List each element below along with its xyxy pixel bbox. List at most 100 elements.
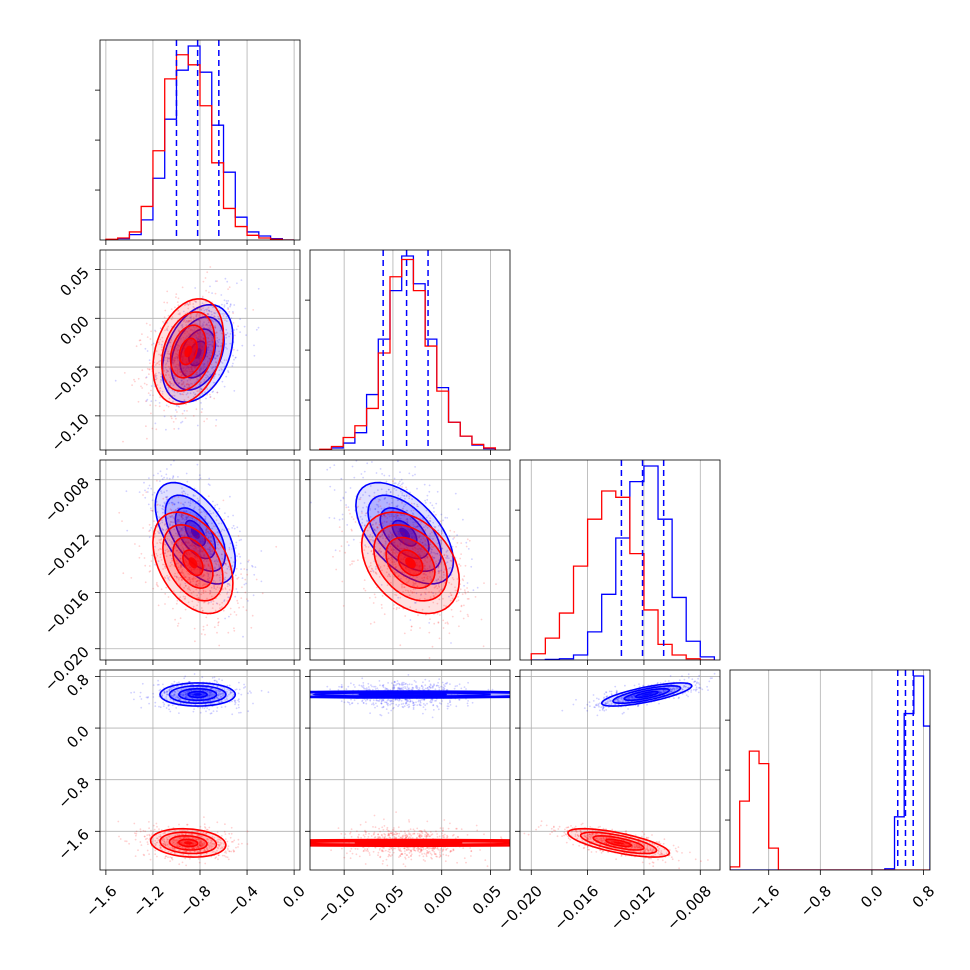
scatter-point [181,546,184,549]
scatter-point [171,563,173,566]
scatter-point [399,484,402,487]
scatter-point [403,514,406,517]
scatter-point [189,579,192,581]
grid-lines [343,250,491,450]
scatter-point [173,847,176,850]
scatter-point [158,343,161,345]
scatter-point [172,475,175,477]
scatter-point [212,306,214,309]
scatter-point [442,571,445,574]
scatter-point [435,513,437,516]
scatter-point [209,688,212,690]
scatter-point [196,539,199,542]
scatter-point [423,576,426,579]
scatter-point [440,513,443,516]
scatter-point [195,408,198,411]
scatter-point [413,582,416,585]
scatter-point [209,393,211,396]
scatter-point [202,590,205,592]
scatter-point [147,503,150,506]
scatter-point [217,622,220,624]
scatter-point [150,509,153,512]
scatter-point [349,445,351,447]
scatter-point [177,329,180,332]
scatter-point [161,505,164,508]
scatter-point [335,568,338,571]
scatter-point [175,409,177,411]
scatter-point [368,566,371,568]
scatter-point [217,693,220,696]
scatter-point [395,505,398,508]
scatter-point [166,574,169,577]
scatter-point [220,706,223,708]
scatter-point [171,704,174,707]
scatter-point [203,689,206,692]
scatter-point [222,499,225,502]
scatter-point [180,401,183,404]
scatter-point [143,481,145,484]
scatter-point [460,605,463,608]
contour-line [174,507,217,560]
scatter-point [463,575,466,578]
scatter-point [235,544,238,547]
contour-line [164,494,227,572]
scatter-point [384,496,387,499]
scatter-point [174,696,177,699]
scatter-point [368,597,371,599]
scatter-point [451,560,454,563]
scatter-point [413,502,416,505]
scatter-point [221,557,224,560]
scatter-point [156,542,159,544]
scatter-point [362,506,364,509]
scatter-point [419,554,422,557]
scatter-point [180,515,183,518]
scatter-point [169,561,172,564]
scatter-point [205,529,208,532]
scatter-point [178,863,181,866]
scatter-point [224,313,226,315]
scatter-point [196,536,199,539]
scatter-point [385,492,388,495]
scatter-point [414,602,417,604]
scatter-point [175,549,178,552]
scatter-point [375,521,377,524]
scatter-point [432,592,434,595]
scatter-point [169,393,171,396]
scatter-point [159,396,162,399]
scatter-point [192,580,195,582]
scatter-point [205,839,208,841]
scatter-point [162,528,164,531]
scatter-point [275,545,278,548]
scatter-point [364,491,367,494]
scatter-point [410,545,413,548]
scatter-point [220,522,223,525]
scatter-point [391,534,393,536]
scatter-point [441,532,443,534]
scatter-point [414,526,417,529]
scatter-point [442,619,445,622]
scatter-point [168,477,171,480]
scatter-point [182,372,185,375]
scatter-point [364,544,366,547]
scatter-point [379,505,382,508]
scatter-point [186,546,189,548]
scatter-point [437,572,440,574]
scatter-point [445,605,447,608]
scatter-point [210,363,213,366]
scatter-point [173,360,176,362]
scatter-point [151,427,154,430]
scatter-point [399,517,402,520]
scatter-point [209,349,212,352]
scatter-point [182,694,185,696]
scatter-point [226,698,228,701]
scatter-point [206,572,209,575]
scatter-point [186,379,189,382]
scatter-point [209,387,212,390]
scatter-point [184,417,187,419]
scatter-point [200,339,203,342]
scatter-point [166,369,169,372]
scatter-point [411,545,414,547]
scatter-point [433,511,435,513]
scatter-point [202,573,205,576]
scatter-point [235,567,238,570]
